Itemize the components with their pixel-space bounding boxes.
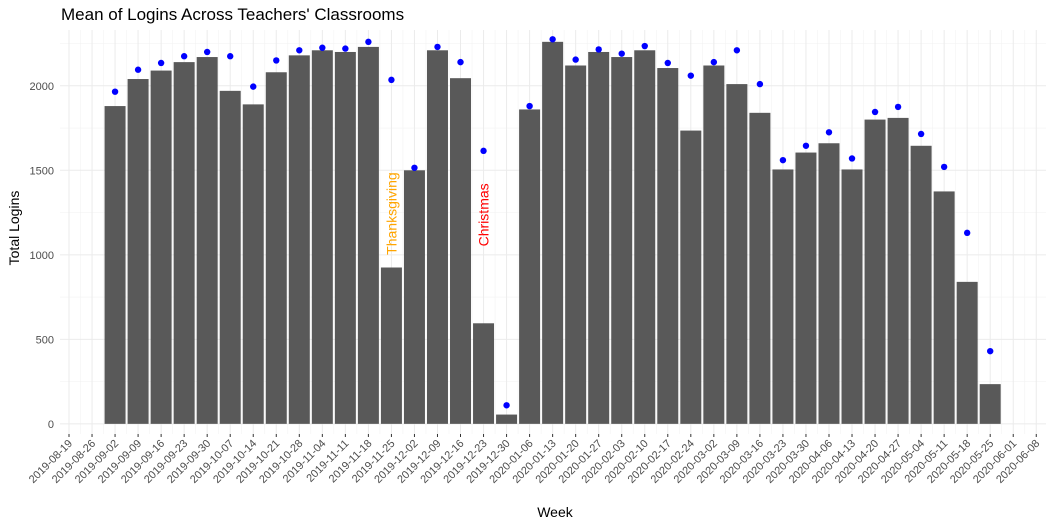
data-point bbox=[180, 53, 188, 60]
y-tick-label: 1000 bbox=[30, 250, 54, 262]
bar bbox=[933, 191, 955, 424]
bar bbox=[473, 323, 495, 424]
data-point bbox=[572, 56, 579, 63]
bar bbox=[611, 57, 633, 424]
data-point bbox=[940, 163, 948, 171]
data-point bbox=[779, 156, 787, 164]
bar bbox=[910, 145, 932, 424]
x-axis-title: Week bbox=[537, 504, 574, 520]
bar bbox=[749, 112, 771, 424]
data-point bbox=[894, 103, 902, 111]
bar bbox=[703, 65, 725, 424]
data-point bbox=[203, 48, 211, 56]
bar bbox=[772, 169, 794, 424]
data-point bbox=[296, 47, 303, 54]
bar bbox=[818, 143, 840, 424]
data-point bbox=[987, 347, 994, 355]
data-point bbox=[871, 108, 879, 116]
bar bbox=[542, 41, 564, 424]
y-axis-title: Total Logins bbox=[6, 191, 22, 266]
bar bbox=[565, 65, 587, 424]
y-tick-label: 1500 bbox=[30, 165, 54, 177]
data-point bbox=[342, 45, 349, 52]
bar bbox=[680, 130, 702, 424]
bar bbox=[657, 68, 679, 424]
bars bbox=[104, 41, 1001, 424]
data-point bbox=[756, 80, 764, 88]
data-point bbox=[388, 76, 395, 84]
data-point bbox=[250, 83, 257, 90]
data-point bbox=[595, 46, 602, 53]
bar bbox=[150, 70, 172, 424]
bar bbox=[173, 62, 195, 424]
annotation-label: Thanksgiving bbox=[383, 172, 399, 255]
y-tick-label: 0 bbox=[48, 419, 54, 431]
bar bbox=[496, 414, 518, 424]
data-point bbox=[802, 142, 810, 149]
data-point bbox=[687, 72, 695, 79]
bar bbox=[380, 267, 402, 424]
bar bbox=[357, 46, 379, 424]
data-point bbox=[134, 66, 142, 73]
data-point bbox=[549, 36, 556, 43]
bar bbox=[887, 117, 909, 424]
annotation-label: Christmas bbox=[476, 183, 492, 246]
bar bbox=[956, 281, 978, 424]
data-point bbox=[526, 102, 533, 110]
y-tick-label: 2000 bbox=[30, 81, 54, 93]
y-axis-ticks: 0 500 1000 1500 2000 bbox=[30, 81, 54, 431]
data-point bbox=[917, 130, 925, 138]
data-point bbox=[434, 43, 441, 51]
data-point bbox=[848, 155, 856, 162]
data-point bbox=[664, 59, 671, 67]
bar bbox=[403, 170, 425, 424]
bar bbox=[265, 72, 287, 424]
data-point bbox=[641, 42, 648, 50]
data-point bbox=[733, 47, 741, 54]
annotations: Thanksgiving Christmas bbox=[383, 172, 491, 255]
data-point bbox=[825, 129, 833, 136]
bar bbox=[588, 51, 610, 424]
bar bbox=[426, 50, 448, 424]
data-point bbox=[157, 59, 165, 67]
data-point bbox=[963, 229, 971, 237]
data-point bbox=[710, 58, 718, 66]
bar bbox=[288, 55, 310, 424]
data-point bbox=[273, 57, 280, 64]
bar bbox=[104, 106, 126, 424]
bar bbox=[519, 109, 541, 424]
data-point bbox=[319, 44, 326, 51]
x-axis-ticks: 2019-08-192019-08-262019-09-022019-09-09… bbox=[27, 434, 1042, 486]
bar bbox=[841, 169, 863, 424]
points bbox=[111, 36, 994, 409]
data-point bbox=[111, 88, 119, 95]
data-point bbox=[503, 402, 510, 409]
data-point bbox=[365, 38, 372, 46]
bar bbox=[196, 57, 218, 424]
data-point bbox=[227, 53, 234, 60]
bar bbox=[795, 152, 817, 424]
chart-title: Mean of Logins Across Teachers' Classroo… bbox=[61, 5, 404, 24]
data-point bbox=[480, 147, 487, 155]
data-point bbox=[618, 50, 625, 57]
bar bbox=[864, 119, 886, 424]
bar bbox=[334, 51, 356, 424]
data-point bbox=[411, 164, 418, 171]
data-point bbox=[457, 58, 464, 66]
bar bbox=[219, 90, 241, 424]
bar bbox=[311, 50, 333, 424]
bar bbox=[242, 104, 264, 424]
bar bbox=[450, 78, 472, 424]
y-tick-label: 500 bbox=[36, 334, 54, 346]
bar bbox=[634, 50, 656, 424]
bar bbox=[127, 79, 149, 424]
bar bbox=[726, 84, 748, 424]
bar bbox=[979, 384, 1001, 424]
